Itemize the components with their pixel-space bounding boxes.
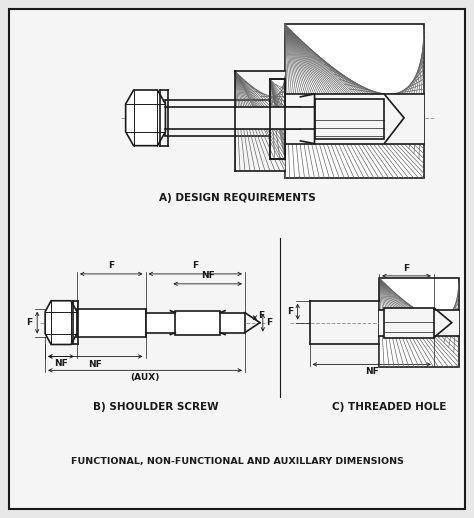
Bar xyxy=(235,71,285,170)
Text: NF: NF xyxy=(89,361,102,369)
Text: F: F xyxy=(108,261,114,270)
Text: NF: NF xyxy=(365,367,379,377)
Text: B) SHOULDER SCREW: B) SHOULDER SCREW xyxy=(93,402,219,412)
Bar xyxy=(379,278,459,367)
Polygon shape xyxy=(126,90,165,146)
Bar xyxy=(384,308,434,338)
Bar xyxy=(270,79,285,159)
Text: F: F xyxy=(266,318,272,327)
Text: NF: NF xyxy=(54,359,68,368)
Text: F: F xyxy=(26,318,32,327)
Text: (AUX): (AUX) xyxy=(130,373,160,382)
Text: F: F xyxy=(192,261,198,270)
Bar xyxy=(235,107,300,129)
Bar xyxy=(146,313,245,333)
Text: C) THREADED HOLE: C) THREADED HOLE xyxy=(332,402,447,412)
Bar xyxy=(165,100,270,136)
Bar xyxy=(315,99,384,139)
Bar xyxy=(285,94,424,143)
Bar xyxy=(175,311,220,335)
Bar xyxy=(285,24,424,179)
Text: F: F xyxy=(258,311,264,320)
Bar xyxy=(379,310,459,336)
Bar xyxy=(151,107,329,129)
Bar xyxy=(77,309,146,337)
Text: F: F xyxy=(288,307,294,316)
Text: NF: NF xyxy=(201,271,215,280)
Text: F: F xyxy=(403,264,410,273)
Text: A) DESIGN REQUIREMENTS: A) DESIGN REQUIREMENTS xyxy=(159,193,315,204)
Polygon shape xyxy=(45,301,77,344)
Text: FUNCTIONAL, NON-FUNCTIONAL AND AUXILLARY DIMENSIONS: FUNCTIONAL, NON-FUNCTIONAL AND AUXILLARY… xyxy=(71,457,403,466)
